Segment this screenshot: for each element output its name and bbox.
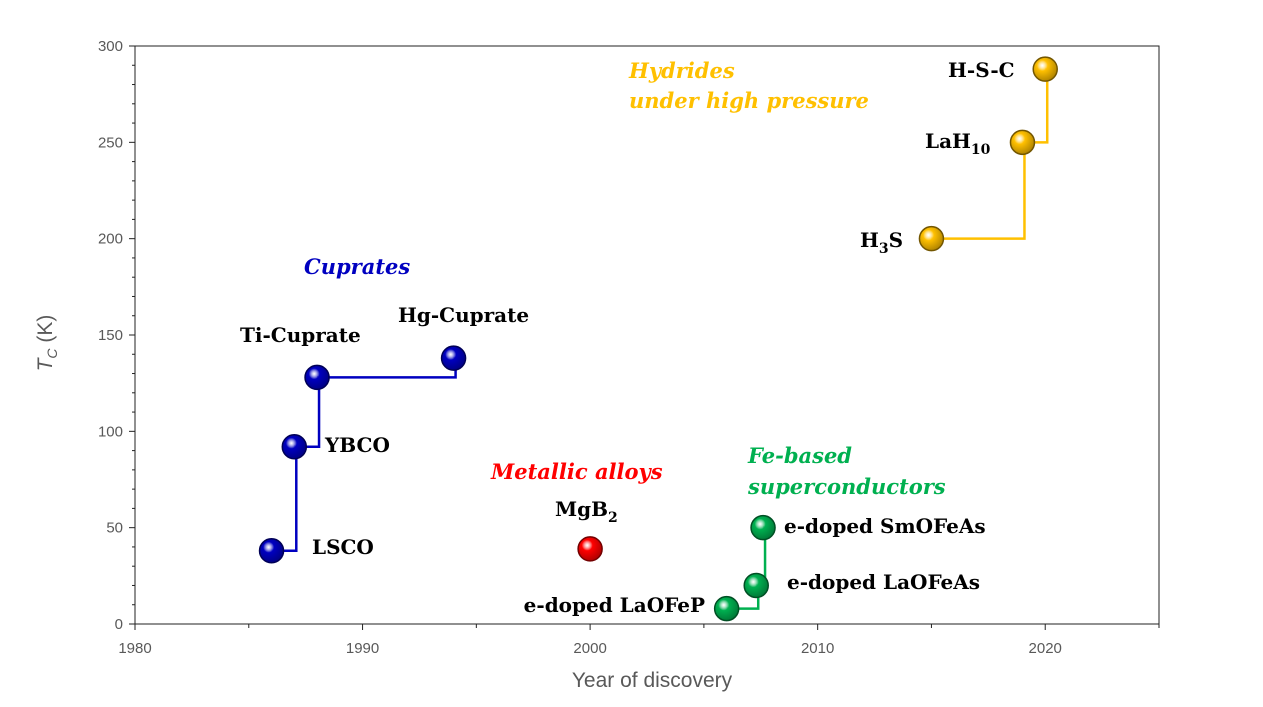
y-axis-title-sub: C (44, 348, 60, 359)
point-label-lah10: LaH10 (925, 129, 991, 158)
x-tick-label: 2020 (1029, 640, 1062, 657)
axis-ticks: 0 50 100 150 200 250 300 1980 1990 2000 2010 2020 (98, 38, 1160, 657)
point-label-laofeas: e-doped LaOFeAs (787, 570, 980, 594)
y-tick-label: 0 (115, 616, 123, 633)
point-label-smofeas: e-doped SmOFeAs (784, 514, 986, 538)
x-axis-title: Year of discovery (572, 669, 733, 692)
group-label-hydrides-line1: Hydrides (628, 58, 735, 83)
point-label-h3s-rest: S (889, 228, 903, 252)
point-label-lah10-sub: 10 (971, 142, 991, 158)
x-tick-label: 1990 (346, 640, 379, 657)
point-label-mgb2-main: MgB (555, 497, 608, 521)
y-tick-label: 200 (98, 231, 123, 248)
data-points (258, 56, 1058, 622)
data-point (743, 572, 769, 599)
point-label-hg-cuprate: Hg-Cuprate (398, 303, 529, 327)
group-label-cuprates: Cuprates (304, 254, 410, 279)
group-label-fe-based-line1: Fe-based (747, 443, 852, 468)
point-label-ybco: YBCO (324, 433, 390, 457)
point-label-h3s-sub: 3 (879, 241, 889, 257)
data-point (304, 364, 330, 391)
y-axis-title-main: T (34, 356, 57, 371)
group-label-fe-based: Fe-based superconductors (747, 443, 946, 499)
data-point (1009, 129, 1036, 156)
y-axis-title: TC (K) (34, 315, 60, 372)
data-point (750, 514, 776, 541)
group-label-fe-based-line2: superconductors (747, 474, 946, 499)
point-label-h3s: H3S (860, 228, 903, 257)
point-label-ti-cuprate: Ti-Cuprate (240, 323, 361, 347)
data-point (577, 536, 603, 562)
y-axis-title-unit: (K) (34, 315, 57, 349)
x-tick-label: 2000 (573, 640, 606, 657)
y-tick-label: 100 (98, 423, 123, 440)
data-point (1032, 56, 1058, 82)
data-point (258, 538, 285, 564)
y-tick-label: 300 (98, 38, 123, 55)
group-label-hydrides-line2: under high pressure (629, 88, 869, 113)
data-point (440, 345, 467, 371)
data-point (713, 595, 740, 622)
group-label-metallic-alloys: Metallic alloys (490, 459, 663, 484)
point-label-h3s-main: H (860, 228, 879, 252)
point-label-laofep: e-doped LaOFeP (524, 593, 705, 617)
point-label-lah10-main: LaH (925, 129, 971, 153)
group-label-hydrides: Hydrides under high pressure (628, 58, 869, 113)
point-label-mgb2-sub: 2 (608, 510, 618, 526)
data-point (281, 433, 308, 460)
x-tick-label: 2010 (801, 640, 834, 657)
data-point (918, 225, 945, 252)
y-tick-label: 250 (98, 134, 123, 151)
point-label-hsc: H-S-C (948, 58, 1015, 82)
y-tick-label: 50 (106, 520, 123, 537)
point-label-lsco: LSCO (312, 535, 374, 559)
x-tick-label: 1980 (118, 640, 151, 657)
y-tick-label: 150 (98, 327, 123, 344)
point-label-mgb2: MgB2 (555, 497, 618, 526)
